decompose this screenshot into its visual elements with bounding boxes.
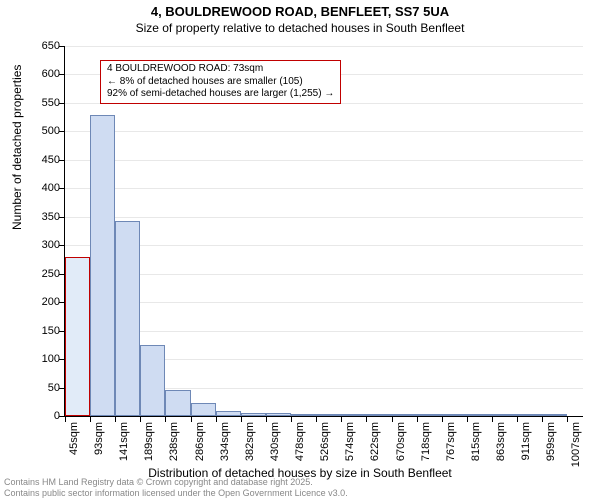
y-tick — [59, 188, 65, 189]
title-sub: Size of property relative to detached ho… — [0, 21, 600, 37]
y-tick-label: 350 — [28, 211, 60, 223]
y-tick-label: 550 — [28, 97, 60, 109]
x-tick — [392, 416, 393, 422]
bar — [65, 257, 90, 416]
bar — [392, 414, 417, 416]
y-tick-label: 250 — [28, 268, 60, 280]
x-tick — [191, 416, 192, 422]
bar — [115, 221, 140, 416]
x-tick — [241, 416, 242, 422]
y-tick-label: 50 — [28, 382, 60, 394]
bar — [291, 414, 316, 416]
y-tick-label: 200 — [28, 296, 60, 308]
y-tick-label: 400 — [28, 182, 60, 194]
y-tick-label: 100 — [28, 353, 60, 365]
grid-line — [65, 274, 583, 275]
x-tick — [467, 416, 468, 422]
x-tick — [567, 416, 568, 422]
annotation-line3: 92% of semi-detached houses are larger (… — [107, 88, 334, 101]
x-tick — [517, 416, 518, 422]
grid-line — [65, 188, 583, 189]
y-tick — [59, 74, 65, 75]
x-tick — [65, 416, 66, 422]
bar — [442, 414, 467, 416]
bar — [266, 413, 291, 416]
grid-line — [65, 245, 583, 246]
bar — [492, 414, 517, 416]
x-tick — [542, 416, 543, 422]
bar — [341, 414, 366, 416]
bar — [90, 115, 115, 416]
footer: Contains HM Land Registry data © Crown c… — [0, 477, 348, 500]
y-tick — [59, 131, 65, 132]
grid-line — [65, 46, 583, 47]
x-tick — [442, 416, 443, 422]
y-tick-label: 500 — [28, 125, 60, 137]
x-tick — [417, 416, 418, 422]
x-tick — [316, 416, 317, 422]
y-tick-label: 150 — [28, 325, 60, 337]
y-tick-label: 0 — [28, 410, 60, 422]
bar — [191, 403, 216, 416]
y-axis-label: Number of detached properties — [10, 65, 24, 230]
grid-line — [65, 217, 583, 218]
x-tick — [266, 416, 267, 422]
y-tick — [59, 160, 65, 161]
x-tick — [341, 416, 342, 422]
x-tick — [165, 416, 166, 422]
x-tick — [492, 416, 493, 422]
y-tick-label: 650 — [28, 40, 60, 52]
bar — [241, 413, 266, 416]
plot-area: 4 BOULDREWOOD ROAD: 73sqm← 8% of detache… — [64, 46, 583, 417]
x-tick — [140, 416, 141, 422]
x-tick — [115, 416, 116, 422]
y-tick-label: 450 — [28, 154, 60, 166]
title-main: 4, BOULDREWOOD ROAD, BENFLEET, SS7 5UA — [0, 4, 600, 21]
bar — [165, 390, 190, 416]
grid-line — [65, 331, 583, 332]
bar — [316, 414, 341, 416]
bar — [517, 414, 542, 416]
x-tick — [291, 416, 292, 422]
bar — [366, 414, 391, 416]
grid-line — [65, 160, 583, 161]
y-tick-label: 600 — [28, 68, 60, 80]
footer-line2: Contains public sector information licen… — [4, 488, 348, 498]
bar — [417, 414, 442, 416]
bar — [140, 345, 165, 416]
title-block: 4, BOULDREWOOD ROAD, BENFLEET, SS7 5UA S… — [0, 0, 600, 36]
y-tick — [59, 217, 65, 218]
x-tick — [216, 416, 217, 422]
x-tick — [366, 416, 367, 422]
annotation-box: 4 BOULDREWOOD ROAD: 73sqm← 8% of detache… — [100, 60, 341, 104]
grid-line — [65, 302, 583, 303]
bar — [467, 414, 492, 416]
y-tick — [59, 103, 65, 104]
y-tick — [59, 245, 65, 246]
grid-line — [65, 131, 583, 132]
bar — [216, 411, 241, 416]
bar — [542, 414, 567, 416]
y-tick-label: 300 — [28, 239, 60, 251]
footer-line1: Contains HM Land Registry data © Crown c… — [4, 477, 313, 487]
annotation-line2: ← 8% of detached houses are smaller (105… — [107, 76, 334, 89]
x-tick — [90, 416, 91, 422]
y-tick — [59, 46, 65, 47]
chart-container: 4, BOULDREWOOD ROAD, BENFLEET, SS7 5UA S… — [0, 0, 600, 500]
annotation-line1: 4 BOULDREWOOD ROAD: 73sqm — [107, 63, 334, 76]
